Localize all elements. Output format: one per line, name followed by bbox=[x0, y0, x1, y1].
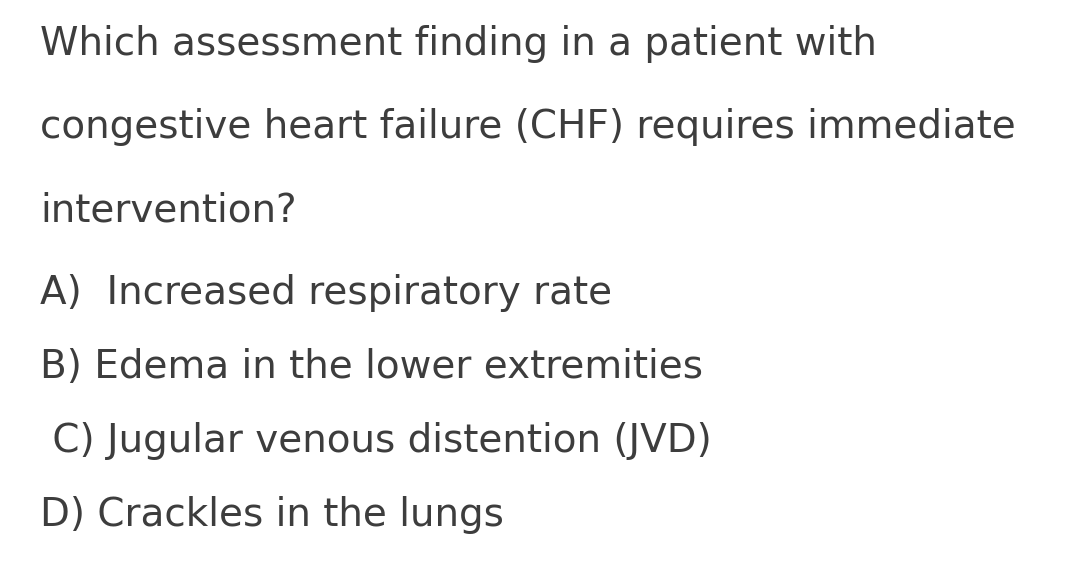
Text: D) Crackles in the lungs: D) Crackles in the lungs bbox=[40, 496, 504, 534]
Text: C) Jugular venous distention (JVD): C) Jugular venous distention (JVD) bbox=[40, 422, 712, 460]
Text: A)  Increased respiratory rate: A) Increased respiratory rate bbox=[40, 274, 612, 312]
Text: B) Edema in the lower extremities: B) Edema in the lower extremities bbox=[40, 348, 703, 386]
Text: intervention?: intervention? bbox=[40, 191, 297, 229]
Text: congestive heart failure (CHF) requires immediate: congestive heart failure (CHF) requires … bbox=[40, 108, 1016, 146]
Text: Which assessment finding in a patient with: Which assessment finding in a patient wi… bbox=[40, 25, 877, 63]
